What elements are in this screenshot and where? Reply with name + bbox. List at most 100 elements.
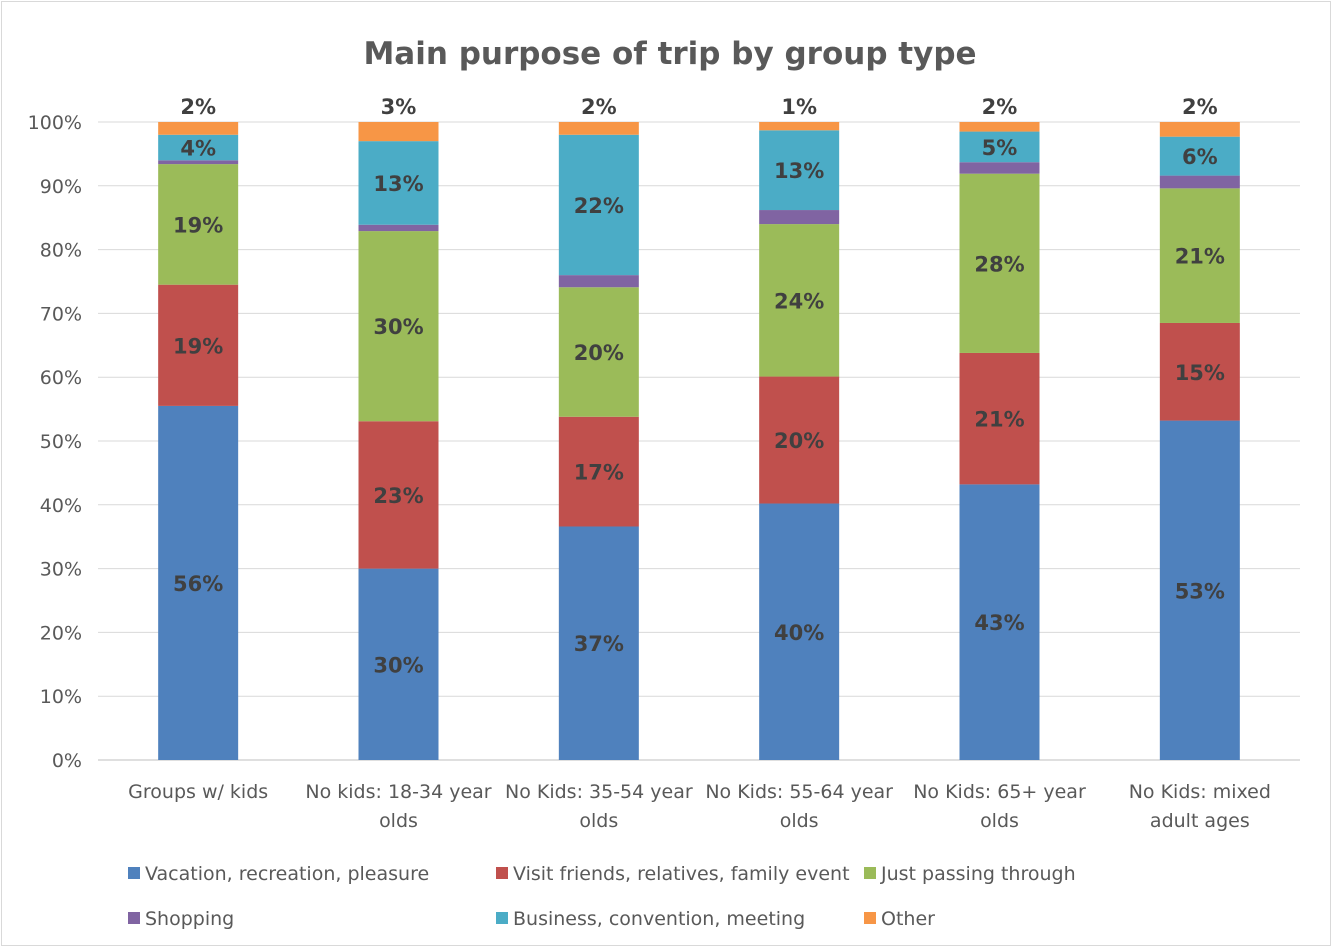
bar-segment (759, 130, 840, 211)
data-label: 6% (1182, 145, 1218, 169)
bar-segment (759, 210, 840, 225)
chart-title: Main purpose of trip by group type (363, 36, 976, 72)
bar-segment (759, 376, 840, 504)
bars (158, 122, 1240, 760)
data-label: 13% (373, 172, 423, 196)
bar-segment (1159, 420, 1240, 760)
x-category-label: olds (780, 810, 819, 832)
y-tick-label: 90% (40, 176, 82, 198)
data-label: 4% (180, 137, 216, 161)
bar-segment (558, 122, 639, 135)
bar-segment (158, 134, 239, 161)
bar-segment (158, 122, 239, 135)
data-label: 21% (974, 408, 1024, 432)
y-tick-label: 20% (40, 622, 82, 644)
data-label: 37% (574, 632, 624, 656)
data-label: 40% (774, 621, 824, 645)
legend-label: Other (881, 908, 935, 930)
data-label: 19% (173, 334, 223, 358)
data-label: 2% (982, 95, 1018, 119)
legend-swatch (128, 867, 140, 879)
data-label: 22% (574, 194, 624, 218)
y-tick-label: 40% (40, 495, 82, 517)
y-tick-label: 60% (40, 367, 82, 389)
data-label: 17% (574, 461, 624, 485)
bar-segment (358, 231, 439, 422)
x-category-label: olds (579, 810, 618, 832)
data-label: 2% (581, 95, 617, 119)
data-label: 30% (373, 653, 423, 677)
data-label: 1% (781, 95, 817, 119)
data-label: 43% (974, 611, 1024, 635)
bar-segment (959, 162, 1040, 174)
bar-segment (158, 160, 239, 165)
y-axis: 0% 10% 20% 30% 40% 50% 60% 70% 80% 90% 100% (28, 112, 82, 772)
data-label: 3% (381, 95, 417, 119)
data-label: 23% (373, 484, 423, 508)
bar-segment (959, 131, 1040, 163)
data-label: 5% (982, 136, 1018, 160)
data-label: 13% (774, 159, 824, 183)
x-category-label: olds (980, 810, 1019, 832)
bar-segment (759, 122, 840, 131)
legend-swatch (864, 867, 876, 879)
x-category-label: No Kids: 35-54 year (505, 781, 693, 803)
bar-segment (158, 164, 239, 285)
y-tick-label: 10% (40, 686, 82, 708)
data-label: 15% (1175, 361, 1225, 385)
bar-segment (158, 405, 239, 760)
data-label: 20% (774, 429, 824, 453)
bar-segment (1159, 122, 1240, 137)
bar-segment (358, 421, 439, 569)
bar-segment (558, 287, 639, 417)
data-label: 2% (1182, 95, 1218, 119)
legend-swatch (496, 867, 508, 879)
data-label: 24% (774, 289, 824, 313)
data-label: 20% (574, 341, 624, 365)
bar-segment (1159, 136, 1240, 176)
bar-segment (558, 134, 639, 276)
legend-swatch (864, 912, 876, 924)
data-label: 53% (1175, 579, 1225, 603)
bar-segment (158, 284, 239, 406)
legend-label: Shopping (145, 908, 234, 930)
x-axis: Groups w/ kids No kids: 18-34 year olds No … (128, 781, 1271, 832)
data-label: 56% (173, 572, 223, 596)
x-category-label: No kids: 18-34 year (305, 781, 491, 803)
bar-segment (959, 122, 1040, 132)
legend-swatch (128, 912, 140, 924)
legend: Vacation, recreation, pleasure Visit frie… (128, 863, 1076, 930)
legend-label: Visit friends, relatives, family event (513, 863, 850, 885)
data-labels: 56% 19% 19% 4% 2% 30% 23% 30% 13% 3% 37% 17% 20% 22% 2… (173, 95, 1225, 677)
bar-segment (1159, 188, 1240, 323)
y-tick-label: 50% (40, 431, 82, 453)
data-label: 2% (180, 95, 216, 119)
data-label: 19% (173, 213, 223, 237)
y-tick-label: 30% (40, 559, 82, 581)
bar-segment (759, 224, 840, 377)
y-tick-label: 70% (40, 303, 82, 325)
bar-segment (358, 568, 439, 760)
bar-segment (959, 484, 1040, 760)
data-label: 28% (974, 252, 1024, 276)
y-tick-label: 100% (28, 112, 82, 134)
legend-label: Business, convention, meeting (513, 908, 805, 930)
gridlines (98, 121, 1300, 761)
bar-segment (959, 173, 1040, 353)
bar-segment (959, 352, 1040, 485)
bar-segment (558, 416, 639, 527)
legend-swatch (496, 912, 508, 924)
x-category-label: No Kids: 55-64 year (705, 781, 893, 803)
data-label: 30% (373, 315, 423, 339)
x-category-label: adult ages (1150, 810, 1250, 832)
bar-segment (558, 526, 639, 760)
bar-segment (358, 122, 439, 142)
bar-segment (558, 275, 639, 288)
x-category-label: No Kids: mixed (1129, 781, 1271, 803)
x-category-label: Groups w/ kids (128, 781, 268, 803)
bar-segment (759, 503, 840, 760)
bar-segment (1159, 322, 1240, 421)
bar-segment (358, 141, 439, 225)
data-label: 21% (1175, 245, 1225, 269)
